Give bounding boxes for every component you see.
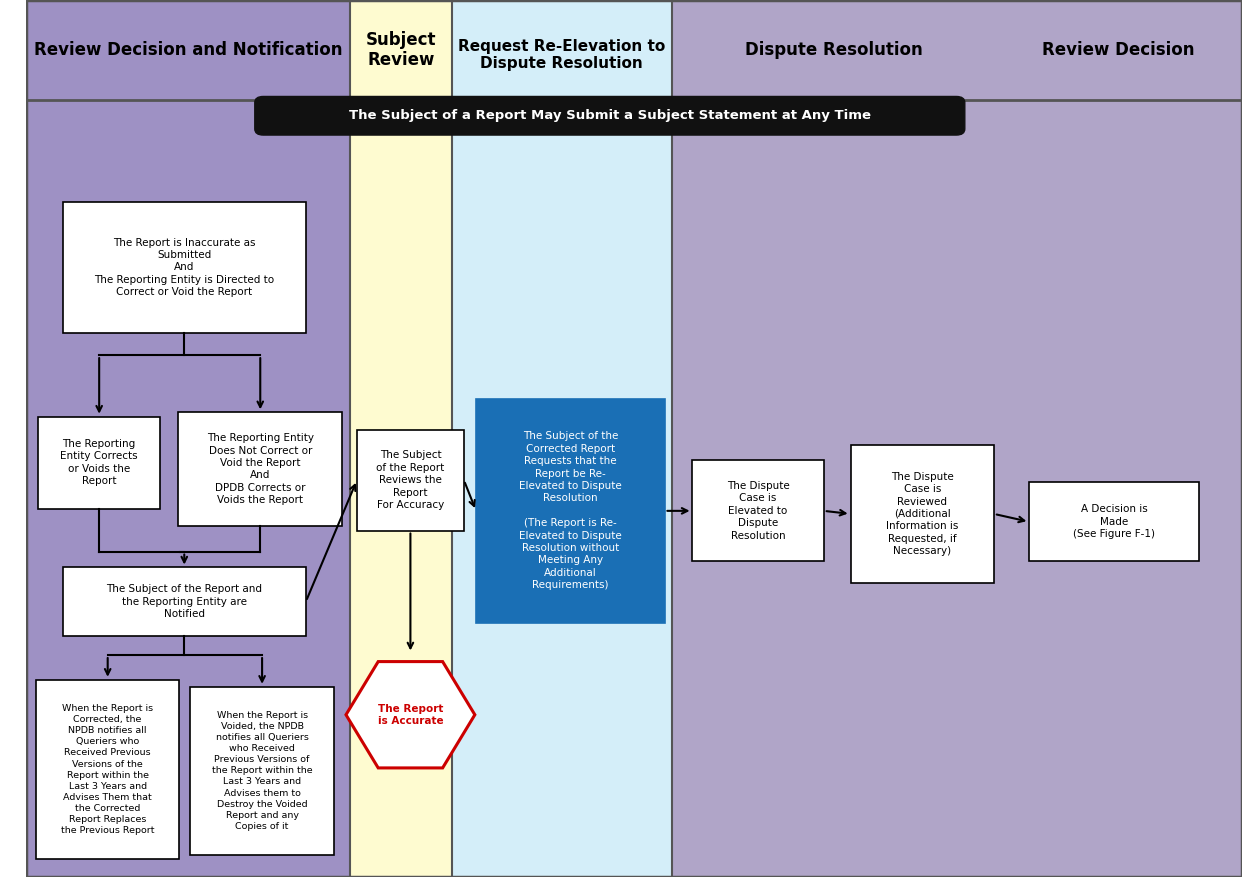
- Bar: [350, 0, 452, 877]
- FancyBboxPatch shape: [255, 96, 965, 135]
- Text: When the Report is
Voided, the NPDB
notifies all Queriers
who Received
Previous : When the Report is Voided, the NPDB noti…: [212, 711, 313, 831]
- FancyBboxPatch shape: [190, 687, 334, 855]
- FancyBboxPatch shape: [356, 430, 465, 531]
- Text: The Subject of the
Corrected Report
Requests that the
Report be Re-
Elevated to : The Subject of the Corrected Report Requ…: [519, 431, 622, 590]
- Text: A Decision is
Made
(See Figure F-1): A Decision is Made (See Figure F-1): [1073, 504, 1155, 539]
- Bar: [672, 0, 1242, 877]
- Text: When the Report is
Corrected, the
NPDB notifies all
Queriers who
Received Previo: When the Report is Corrected, the NPDB n…: [61, 704, 154, 835]
- Text: The Subject of the Report and
the Reporting Entity are
Notified: The Subject of the Report and the Report…: [107, 584, 262, 619]
- FancyBboxPatch shape: [178, 412, 343, 526]
- Text: Request Re-Elevation to
Dispute Resolution: Request Re-Elevation to Dispute Resoluti…: [457, 39, 664, 71]
- Text: The Reporting
Entity Corrects
or Voids the
Report: The Reporting Entity Corrects or Voids t…: [61, 439, 138, 486]
- Text: The Subject of a Report May Submit a Subject Statement at Any Time: The Subject of a Report May Submit a Sub…: [349, 110, 871, 122]
- FancyBboxPatch shape: [36, 680, 179, 859]
- Polygon shape: [347, 661, 474, 768]
- Text: The Dispute
Case is
Elevated to
Dispute
Resolution: The Dispute Case is Elevated to Dispute …: [727, 481, 790, 540]
- Text: The Report is Inaccurate as
Submitted
And
The Reporting Entity is Directed to
Co: The Report is Inaccurate as Submitted An…: [94, 238, 274, 297]
- FancyBboxPatch shape: [62, 567, 306, 636]
- Text: The Dispute
Case is
Reviewed
(Additional
Information is
Requested, if
Necessary): The Dispute Case is Reviewed (Additional…: [886, 472, 959, 556]
- FancyBboxPatch shape: [476, 399, 664, 623]
- Text: Dispute Resolution: Dispute Resolution: [745, 41, 923, 59]
- Text: Subject
Review: Subject Review: [365, 31, 436, 69]
- FancyBboxPatch shape: [1030, 482, 1200, 561]
- Text: The Report
is Accurate: The Report is Accurate: [378, 704, 443, 725]
- Text: The Reporting Entity
Does Not Correct or
Void the Report
And
DPDB Corrects or
Vo: The Reporting Entity Does Not Correct or…: [206, 433, 314, 505]
- Text: The Subject
of the Report
Reviews the
Report
For Accuracy: The Subject of the Report Reviews the Re…: [376, 451, 445, 510]
- Text: Review Decision: Review Decision: [1042, 41, 1195, 59]
- FancyBboxPatch shape: [39, 417, 160, 509]
- FancyBboxPatch shape: [62, 202, 306, 333]
- Text: Review Decision and Notification: Review Decision and Notification: [34, 41, 343, 59]
- Bar: [26, 0, 350, 877]
- Bar: [452, 0, 672, 877]
- FancyBboxPatch shape: [693, 460, 823, 561]
- FancyBboxPatch shape: [851, 445, 994, 583]
